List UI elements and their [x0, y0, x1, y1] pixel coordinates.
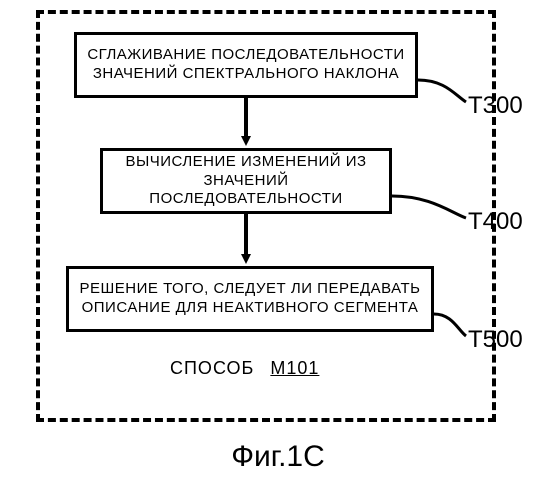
method-code: M101	[270, 358, 319, 378]
step-t500-box: РЕШЕНИЕ ТОГО, СЛЕДУЕТ ЛИ ПЕРЕДАВАТЬ ОПИС…	[66, 266, 434, 332]
step-t300-box: СГЛАЖИВАНИЕ ПОСЛЕДОВАТЕЛЬНОСТИ ЗНАЧЕНИЙ …	[74, 32, 418, 98]
step-t500-text: РЕШЕНИЕ ТОГО, СЛЕДУЕТ ЛИ ПЕРЕДАВАТЬ ОПИС…	[79, 280, 421, 318]
diagram-canvas: СГЛАЖИВАНИЕ ПОСЛЕДОВАТЕЛЬНОСТИ ЗНАЧЕНИЙ …	[0, 0, 556, 500]
callout-t500: T500	[468, 326, 523, 354]
callout-t400: T400	[468, 208, 523, 236]
method-label-text: СПОСОБ	[170, 358, 254, 378]
figure-caption: Фиг.1C	[0, 440, 556, 474]
step-t400-box: ВЫЧИСЛЕНИЕ ИЗМЕНЕНИЙ ИЗ ЗНАЧЕНИЙ ПОСЛЕДО…	[100, 148, 392, 214]
callout-t300: T300	[468, 92, 523, 120]
method-label: СПОСОБ M101	[170, 358, 319, 379]
step-t300-text: СГЛАЖИВАНИЕ ПОСЛЕДОВАТЕЛЬНОСТИ ЗНАЧЕНИЙ …	[87, 46, 405, 84]
step-t400-text: ВЫЧИСЛЕНИЕ ИЗМЕНЕНИЙ ИЗ ЗНАЧЕНИЙ ПОСЛЕДО…	[113, 153, 379, 209]
